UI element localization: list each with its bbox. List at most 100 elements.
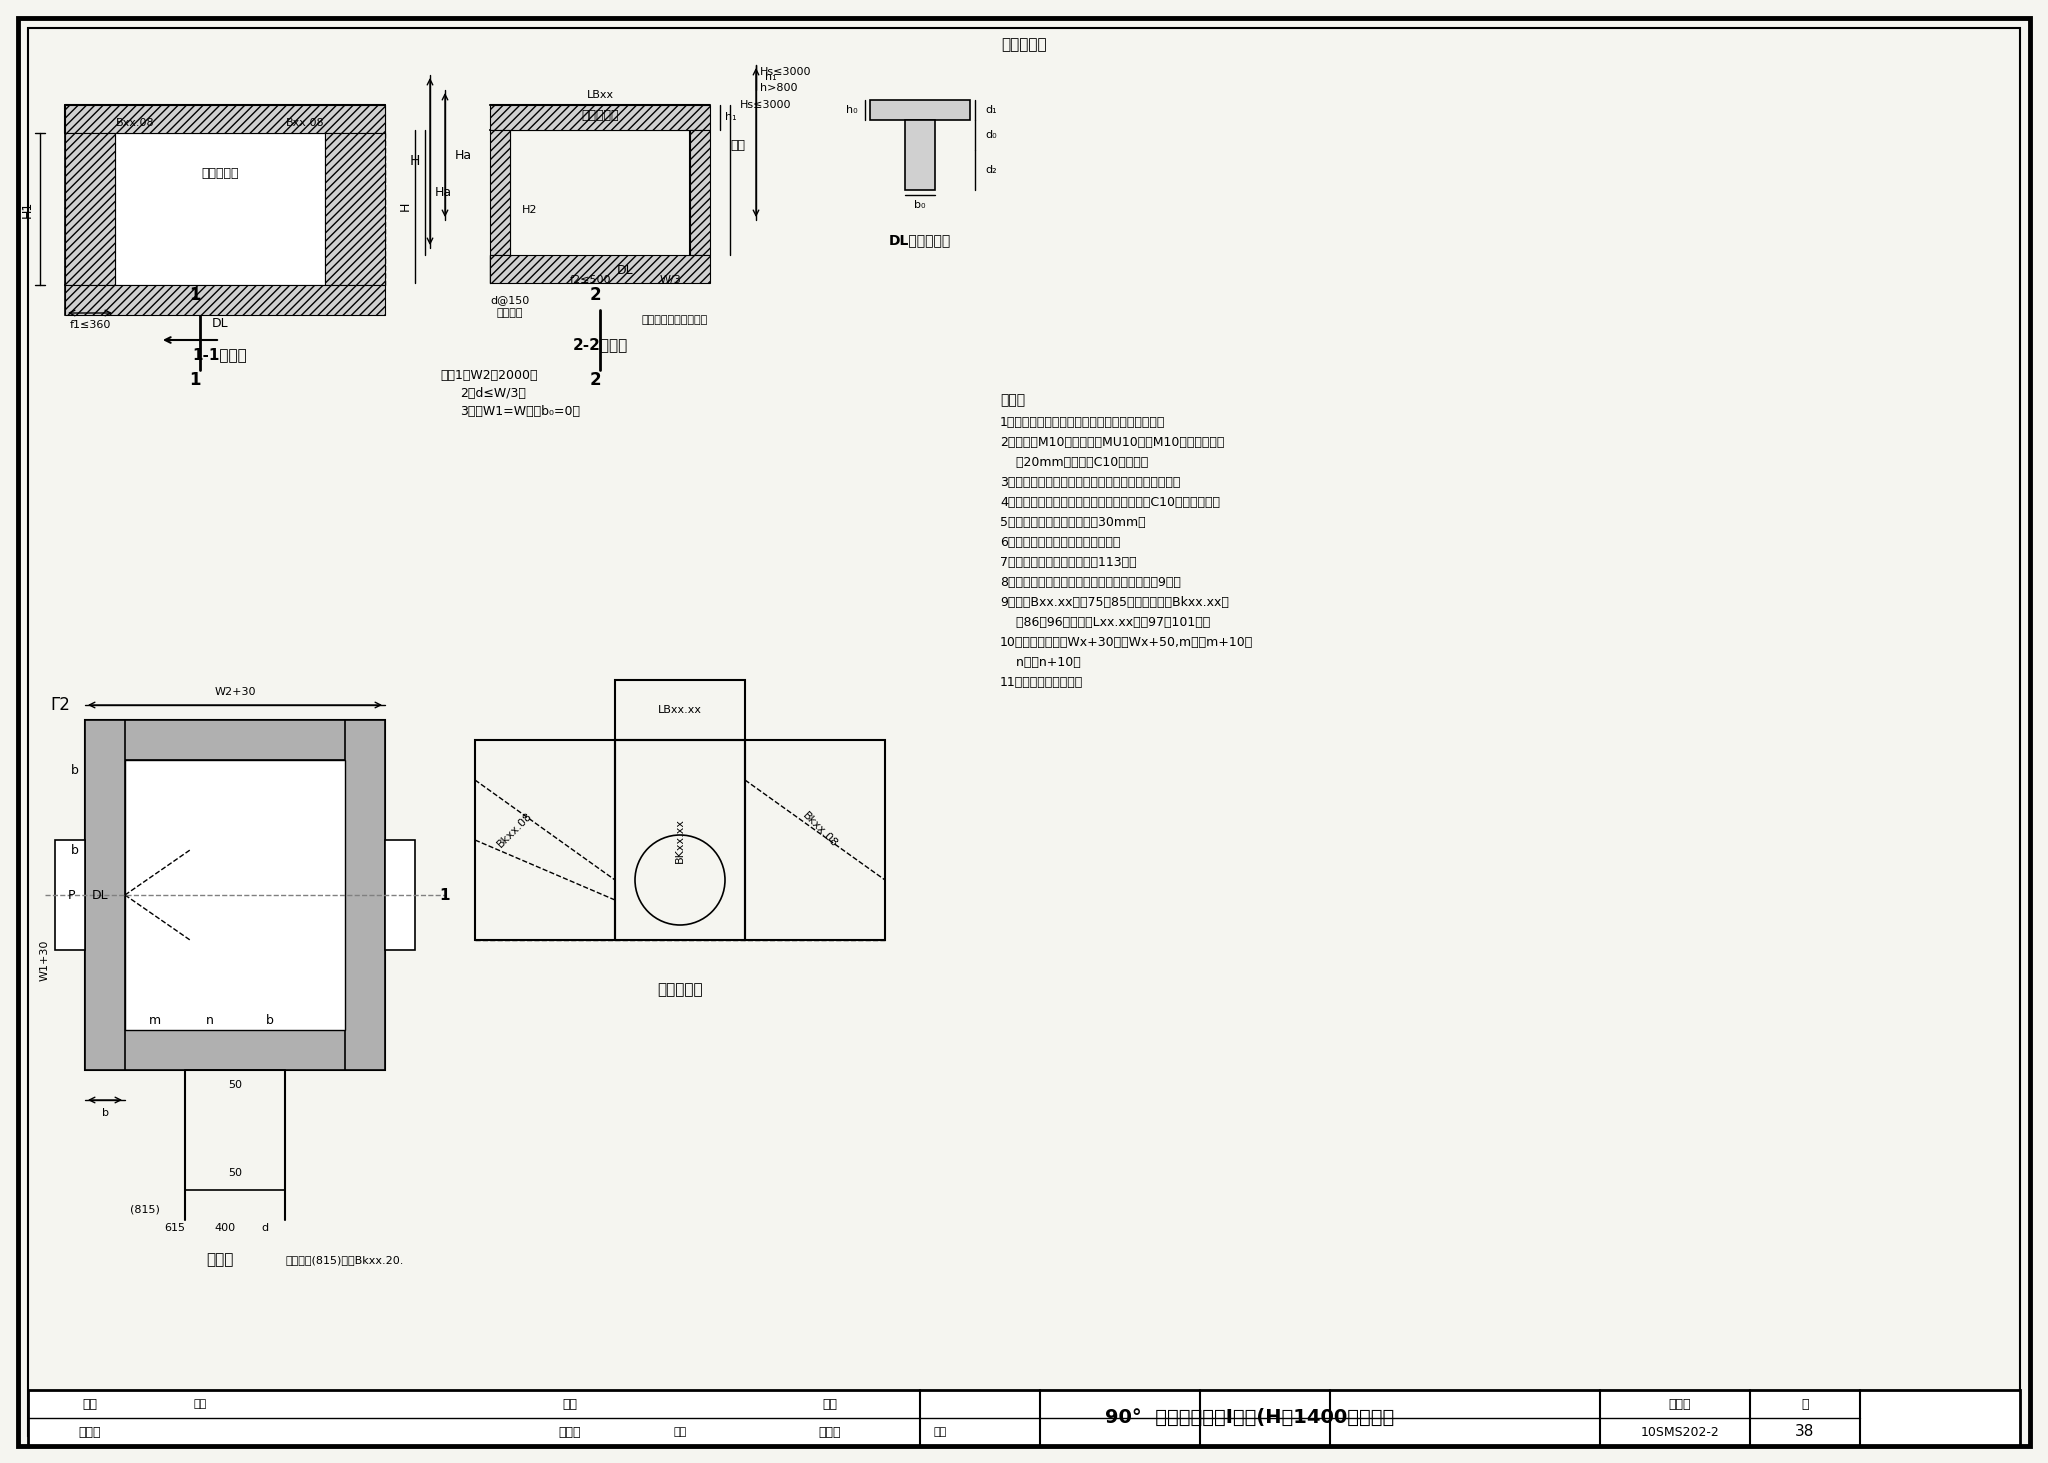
Text: 2: 2	[590, 372, 600, 389]
Text: 抹20mm厚；或用C10混凝土．: 抹20mm厚；或用C10混凝土．	[999, 455, 1149, 468]
Text: (815): (815)	[131, 1206, 160, 1214]
Text: H: H	[410, 154, 420, 168]
Text: 盖板平面图: 盖板平面图	[657, 983, 702, 998]
Text: 签名: 签名	[934, 1426, 946, 1437]
Text: 说明：: 说明：	[999, 394, 1026, 407]
Text: n改为n+10．: n改为n+10．	[999, 655, 1081, 669]
Bar	[489, 105, 711, 130]
Text: 平面图: 平面图	[207, 1252, 233, 1267]
Text: 2．流槽用M10水泥砂浆砌MU10砖，M10防水水泥砂浆: 2．流槽用M10水泥砂浆砌MU10砖，M10防水水泥砂浆	[999, 436, 1225, 449]
Bar	[489, 255, 711, 282]
Text: 4．接入支管管底下部超挖部分均级配砂石或C10混凝土填实．: 4．接入支管管底下部超挖部分均级配砂石或C10混凝土填实．	[999, 496, 1221, 509]
Text: b: b	[266, 1014, 274, 1027]
Bar	[745, 740, 885, 941]
Text: 1: 1	[440, 888, 451, 903]
Text: 50: 50	[227, 1080, 242, 1090]
Text: Bxx.08: Bxx.08	[285, 119, 324, 127]
Text: 王长祥: 王长祥	[78, 1425, 100, 1438]
Text: 第86～96页；架板Lxx.xx见第97～101页．: 第86～96页；架板Lxx.xx见第97～101页．	[999, 616, 1210, 629]
Text: 400: 400	[215, 1223, 236, 1233]
Text: 井筒: 井筒	[729, 139, 745, 152]
Text: h₁: h₁	[766, 72, 776, 82]
Bar	[326, 133, 385, 285]
Bar	[905, 120, 936, 190]
Text: 1: 1	[188, 372, 201, 389]
Text: H2: H2	[522, 205, 539, 215]
Text: Hs≤3000: Hs≤3000	[760, 67, 811, 78]
Text: 3．检查井底板配筋与同断面矩形管道底板配筋相同．: 3．检查井底板配筋与同断面矩形管道底板配筋相同．	[999, 475, 1180, 489]
Text: 9．盖板Bxx.xx见第75～85页；人孔盖板Bkxx.xx见: 9．盖板Bxx.xx见第75～85页；人孔盖板Bkxx.xx见	[999, 595, 1229, 609]
Bar	[344, 720, 385, 1069]
Text: 混凝土盖板: 混凝土盖板	[582, 108, 618, 121]
Bar	[86, 720, 125, 1069]
Text: DL: DL	[92, 888, 109, 901]
Text: W/3: W/3	[659, 275, 680, 285]
Text: 审核: 审核	[82, 1397, 98, 1410]
Text: 3．当W1=W时，b₀=0．: 3．当W1=W时，b₀=0．	[461, 404, 580, 417]
Text: Hs≤3000: Hs≤3000	[739, 99, 791, 110]
Text: b: b	[72, 844, 80, 856]
Text: f2≤500: f2≤500	[569, 275, 610, 285]
Text: W1+30: W1+30	[41, 939, 49, 980]
Bar	[690, 130, 711, 255]
Bar	[614, 680, 745, 740]
Text: LBxx.xx: LBxx.xx	[657, 705, 702, 715]
Text: 混凝土盖板: 混凝土盖板	[201, 167, 240, 180]
Text: f1≤360: f1≤360	[70, 320, 111, 331]
Text: b₀: b₀	[913, 200, 926, 211]
Bar	[66, 105, 385, 133]
Text: H1: H1	[20, 200, 33, 218]
Bar	[184, 1069, 285, 1189]
Text: 1-1剖面图: 1-1剖面图	[193, 348, 248, 363]
Text: 8．渐变段处盖板依大跨度一端尺寸选用，见第9页．: 8．渐变段处盖板依大跨度一端尺寸选用，见第9页．	[999, 575, 1182, 588]
Text: Ha: Ha	[455, 149, 473, 161]
Text: 冯树健: 冯树健	[819, 1425, 842, 1438]
Bar	[86, 720, 385, 1069]
Bar	[55, 840, 86, 949]
Text: Γ2: Γ2	[49, 696, 70, 714]
Bar	[614, 740, 745, 941]
Text: n: n	[207, 1014, 213, 1027]
Text: 7．圆形管道穿墙做法参见第113页．: 7．圆形管道穿墙做法参见第113页．	[999, 556, 1137, 569]
Text: DL: DL	[211, 316, 227, 329]
Text: Bkxx.08: Bkxx.08	[801, 811, 840, 850]
Bar	[86, 720, 385, 759]
Bar	[29, 1390, 2019, 1445]
Bar	[475, 740, 614, 941]
Text: LBxx: LBxx	[586, 91, 614, 99]
Bar	[385, 840, 416, 949]
Text: d: d	[262, 1223, 268, 1233]
Bar	[870, 99, 971, 120]
Text: 刘琼焱: 刘琼焱	[559, 1425, 582, 1438]
Text: 与矩形管道断面配筋同: 与矩形管道断面配筋同	[641, 315, 709, 325]
Text: 井盖及支座: 井盖及支座	[1001, 38, 1047, 53]
Text: Ha: Ha	[434, 186, 453, 199]
Text: BKxx.xx: BKxx.xx	[676, 818, 684, 863]
Text: b: b	[72, 764, 80, 777]
Text: h>800: h>800	[760, 83, 797, 94]
Text: W2+30: W2+30	[215, 688, 256, 696]
Text: 图集号: 图集号	[1669, 1397, 1692, 1410]
Text: 1．材料与尺寸除注明外，均与矩形管道断面同．: 1．材料与尺寸除注明外，均与矩形管道断面同．	[999, 415, 1165, 429]
Bar	[125, 759, 344, 1030]
Text: 校对: 校对	[563, 1397, 578, 1410]
Bar	[86, 1030, 385, 1069]
Text: 2-2剖面图: 2-2剖面图	[571, 338, 627, 353]
Text: 1: 1	[188, 285, 201, 304]
Text: 50: 50	[227, 1167, 242, 1178]
Text: 2．d≤W/3．: 2．d≤W/3．	[461, 386, 526, 399]
Text: Bkxx.08: Bkxx.08	[496, 811, 535, 850]
Text: 5．接入支管在井室内应伸出30mm．: 5．接入支管在井室内应伸出30mm．	[999, 515, 1145, 528]
Bar	[115, 133, 326, 285]
Text: 双层双向: 双层双向	[498, 309, 522, 317]
Text: b: b	[102, 1107, 109, 1118]
Text: 6．井筒必须放在没有支管的一侧．: 6．井筒必须放在没有支管的一侧．	[999, 535, 1120, 549]
Text: Bxx.08: Bxx.08	[115, 119, 154, 127]
Text: 页: 页	[1802, 1397, 1808, 1410]
Text: 615: 615	[164, 1223, 186, 1233]
Bar	[66, 133, 115, 285]
Text: 10．用于石砌体时Wx+30改为Wx+50,m改为m+10，: 10．用于石砌体时Wx+30改为Wx+50,m改为m+10，	[999, 635, 1253, 648]
Bar	[66, 133, 115, 285]
Text: 设计: 设计	[823, 1397, 838, 1410]
Bar	[66, 285, 385, 315]
